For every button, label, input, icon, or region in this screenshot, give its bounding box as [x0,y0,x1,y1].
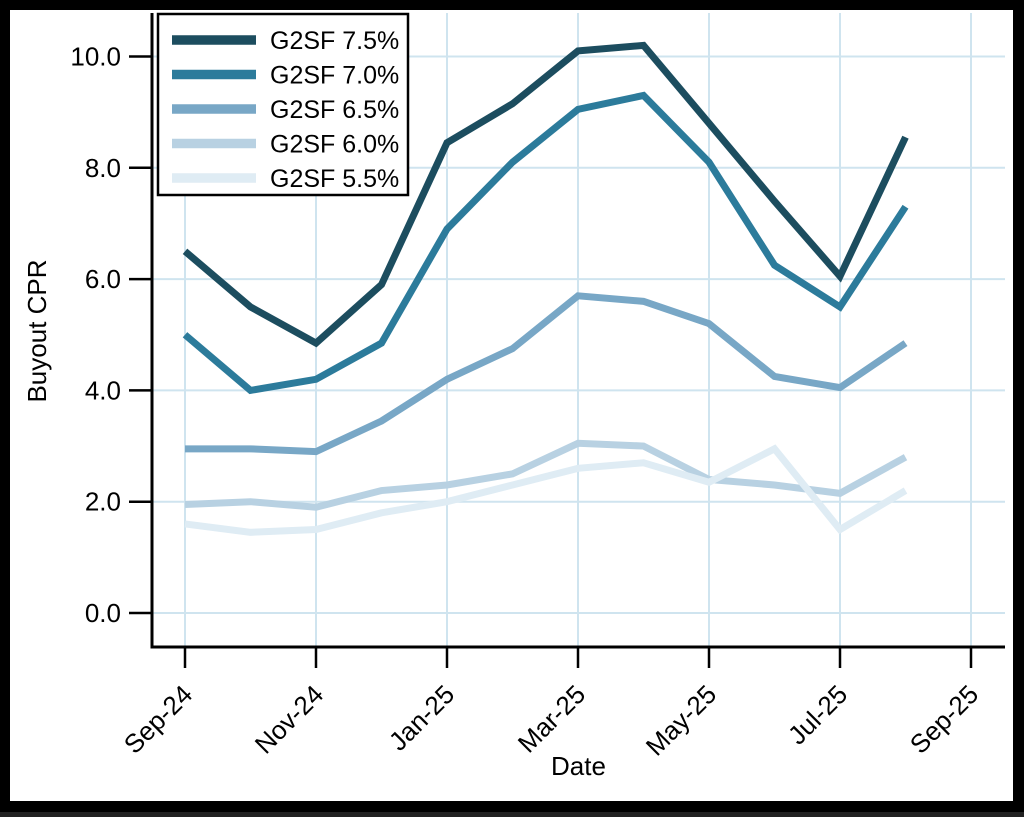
series-line-g2sf-6.5- [185,292,908,456]
y-tick-label: 0.0 [85,598,121,628]
y-tick-label: 6.0 [85,264,121,294]
y-tick-label: 4.0 [85,375,121,405]
legend-entry: G2SF 6.5% [172,96,399,124]
legend-label: G2SF 7.0% [270,62,399,90]
legend-label: G2SF 6.5% [270,96,399,124]
legend: G2SF 7.5% G2SF 7.0% G2SF 6.5% G2SF 6.0% G2SF… [156,12,410,197]
legend-entry: G2SF 5.5% [172,165,399,193]
series-line-g2sf-5.5- [184,444,908,536]
y-axis: 0.0 2.0 4.0 6.0 8.0 10.0 [70,42,152,628]
series-lines [182,41,909,536]
y-tick-label: 2.0 [85,487,121,517]
legend-label: G2SF 6.0% [270,131,399,159]
legend-entry: G2SF 7.5% [172,27,399,55]
series-line-g2sf-7.5- [182,41,909,348]
legend-entry: G2SF 6.0% [172,131,399,159]
legend-label: G2SF 7.5% [270,27,399,55]
y-tick-label: 10.0 [70,42,121,72]
x-axis-title: Date [551,751,606,781]
series-line-g2sf-7.0- [182,91,909,395]
y-axis-title: Buyout CPR [22,259,52,402]
legend-label: G2SF 5.5% [270,165,399,193]
legend-entry: G2SF 7.0% [172,62,399,90]
y-tick-label: 8.0 [85,153,121,183]
series-line-g2sf-6.0- [184,439,908,511]
